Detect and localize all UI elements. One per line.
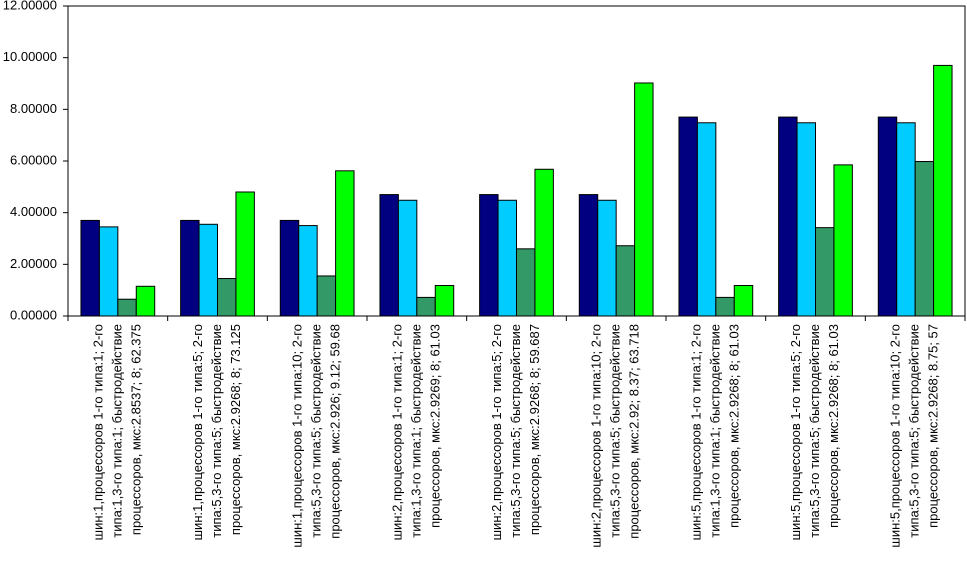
x-tick-label: процессоров, мкс:2.9268; 8.75; 57 xyxy=(926,324,941,528)
bar xyxy=(217,278,237,317)
bar xyxy=(416,296,436,317)
bar xyxy=(135,285,156,317)
x-tick-label: процессоров, мкс:2.92; 8.37; 63.718 xyxy=(627,324,642,539)
bar xyxy=(235,191,255,317)
y-tick-label: 6.00000 xyxy=(10,152,57,167)
bar xyxy=(180,219,200,317)
bar xyxy=(479,194,499,317)
y-tick-label: 12.00000 xyxy=(3,0,57,12)
x-tick-label: шин:2,процессоров 1-го типа:5; 2-го xyxy=(489,324,504,540)
bar xyxy=(896,122,916,317)
bar xyxy=(316,275,337,317)
bar xyxy=(696,122,717,317)
x-tick-label: процессоров, мкс:2.8537; 8; 62.375 xyxy=(128,324,143,535)
bar xyxy=(597,199,617,317)
bar xyxy=(497,199,518,317)
bar xyxy=(335,170,355,317)
x-tick-label: типа:1,3-го типа:1; быстродействие xyxy=(408,324,423,538)
x-tick-label: шин:1,процессоров 1-го типа:5; 2-го xyxy=(190,324,205,540)
x-tick-label: типа:5,3-го типа:5; быстродействие xyxy=(309,324,324,538)
x-tick-label: шин:5,процессоров 1-го типа:10; 2-го xyxy=(888,324,903,548)
bar xyxy=(733,285,754,317)
bar xyxy=(815,227,835,317)
x-tick-label: шин:2,процессоров 1-го типа:10; 2-го xyxy=(589,324,604,548)
x-tick-label: шин:5,процессоров 1-го типа:1; 2-го xyxy=(688,324,703,540)
bar xyxy=(715,296,735,317)
x-tick-label: типа:5,3-го типа:5; быстродействие xyxy=(508,324,523,538)
x-tick-label: процессоров, мкс:2.926; 9.12; 59.68 xyxy=(328,324,343,539)
bar xyxy=(877,116,898,317)
x-tick-label: типа:5,3-го типа:5; быстродействие xyxy=(907,324,922,538)
bar xyxy=(279,219,300,317)
bar xyxy=(778,116,798,317)
x-tick-label: шин:2,процессоров 1-го типа:1; 2-го xyxy=(389,324,404,540)
bar xyxy=(397,199,418,317)
x-tick-label: процессоров, мкс:2.9269; 8; 61.03 xyxy=(427,324,442,528)
x-tick-label: типа:5,3-го типа:5; быстродействие xyxy=(608,324,623,538)
bar xyxy=(578,194,599,317)
x-tick-label: типа:5,3-го типа:5; быстродействие xyxy=(807,324,822,538)
bar xyxy=(198,223,218,317)
bar xyxy=(833,164,853,317)
x-tick-label: шин:1,процессоров 1-го типа:1; 2-го xyxy=(90,324,105,540)
bar xyxy=(678,116,698,317)
bar xyxy=(796,122,816,317)
bar xyxy=(80,219,100,317)
x-tick-label: процессоров, мкс:2.9268; 8; 61.03 xyxy=(726,324,741,528)
y-tick-label: 0.00000 xyxy=(10,307,57,322)
bar xyxy=(914,161,935,317)
x-tick-label: шин:1,процессоров 1-го типа:10; 2-го xyxy=(290,324,305,548)
y-tick-label: 2.00000 xyxy=(10,256,57,271)
y-tick-label: 10.00000 xyxy=(3,49,57,64)
bar xyxy=(634,82,654,317)
bar xyxy=(434,285,455,317)
y-tick-label: 4.00000 xyxy=(10,204,57,219)
bar xyxy=(534,168,554,317)
bar xyxy=(298,225,318,317)
bar xyxy=(516,248,536,317)
x-tick-label: процессоров, мкс:2.9268; 8; 73.125 xyxy=(228,324,243,535)
x-tick-label: типа:1,3-го типа:1; быстродействие xyxy=(109,324,124,538)
x-tick-label: процессоров, мкс:2.9268; 8; 61.03 xyxy=(826,324,841,528)
x-tick-label: шин:5,процессоров 1-го типа:5; 2-го xyxy=(788,324,803,540)
y-tick-label: 8.00000 xyxy=(10,101,57,116)
bar xyxy=(615,245,636,317)
bar xyxy=(933,64,953,317)
bar xyxy=(117,298,137,317)
x-tick-label: типа:5,3-го типа:5; быстродействие xyxy=(209,324,224,538)
bar xyxy=(98,226,119,317)
x-tick-label: типа:1,3-го типа:1; быстродействие xyxy=(707,324,722,538)
bar xyxy=(379,194,399,317)
x-tick-label: процессоров, мкс:2.9268; 8; 59.687 xyxy=(527,324,542,535)
